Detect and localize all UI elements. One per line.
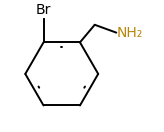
Text: NH₂: NH₂ [117,26,143,40]
Text: Br: Br [36,3,51,17]
